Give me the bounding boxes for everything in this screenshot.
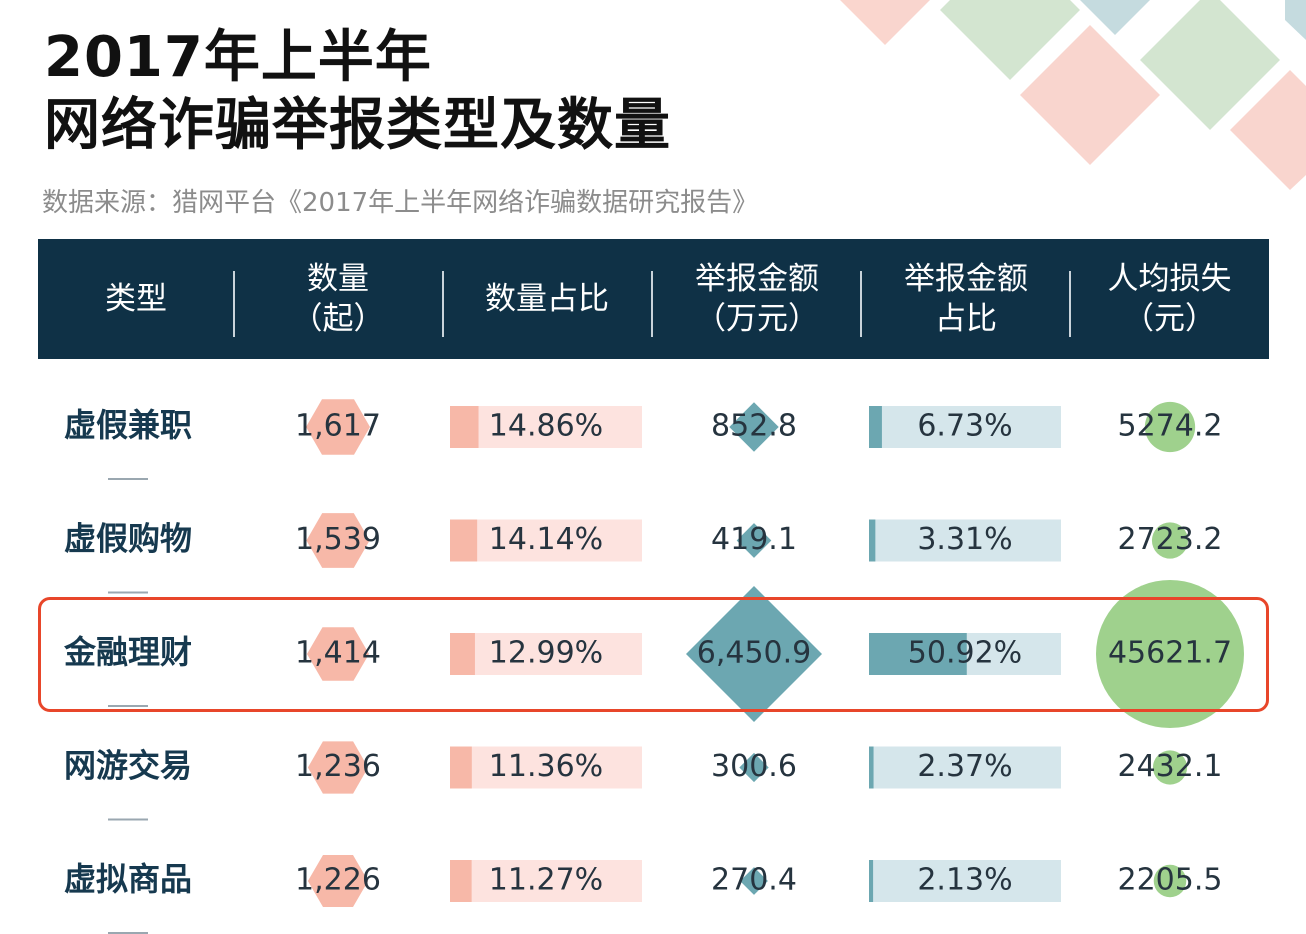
- amount-value-label: 270.4: [711, 863, 797, 898]
- count-pct-bar-fill: [450, 860, 472, 902]
- header-divider: [651, 271, 653, 337]
- count-value-label: 1,226: [295, 863, 381, 898]
- amount-pct-bar-track: [869, 860, 1061, 902]
- amount-pct-label: 3.31%: [917, 522, 1012, 557]
- count-pct-bar-track: [450, 406, 642, 448]
- amount-diamond-mark: [740, 867, 768, 895]
- count-hexagon-mark: [306, 399, 370, 455]
- count-pct-bar-track: [450, 633, 642, 675]
- count-pct-bar-track: [450, 746, 642, 789]
- header-count-unit: （起）: [291, 301, 385, 337]
- loss-circle-mark: [1096, 580, 1244, 728]
- header-divider: [442, 271, 444, 337]
- header-type-label: 类型: [105, 281, 167, 317]
- chart-title-line-1: 2017年上半年: [44, 25, 432, 90]
- header-count-label: 数量: [307, 261, 369, 297]
- count-pct-label: 11.36%: [489, 749, 603, 784]
- header-amount-pct-label: 举报金额: [904, 261, 1028, 297]
- header-amount-pct: 举报金额 占比: [862, 239, 1070, 359]
- amount-diamond-mark: [739, 752, 769, 783]
- amount-pct-bar-fill: [869, 519, 876, 562]
- loss-value-label: 45621.7: [1108, 636, 1232, 671]
- amount-pct-label: 50.92%: [908, 636, 1022, 671]
- loss-value-label: 2205.5: [1118, 863, 1223, 898]
- count-value-label: 1,414: [295, 636, 381, 671]
- amount-value-label: 6,450.9: [697, 636, 812, 671]
- amount-pct-bar-track: [869, 519, 1061, 562]
- row-type-label: 虚拟商品: [64, 860, 192, 898]
- header-loss-label: 人均损失: [1107, 261, 1232, 297]
- loss-circle-mark: [1153, 864, 1187, 898]
- amount-value-label: 300.6: [711, 749, 797, 784]
- header-count: 数量 （起）: [234, 239, 442, 359]
- amount-pct-label: 2.13%: [917, 863, 1012, 898]
- header-amount-label: 举报金额: [695, 261, 819, 297]
- header-divider: [860, 271, 862, 337]
- amount-pct-bar-fill: [869, 746, 874, 789]
- data-source-note: 数据来源：猎网平台《2017年上半年网络诈骗数据研究报告》: [42, 188, 759, 218]
- count-pct-bar-fill: [450, 633, 475, 675]
- header-type: 类型: [38, 239, 234, 359]
- count-hexagon-mark: [306, 513, 370, 568]
- count-value-label: 1,617: [295, 409, 381, 444]
- amount-pct-label: 6.73%: [917, 409, 1012, 444]
- header-count-pct-label: 数量占比: [485, 281, 609, 317]
- header-divider: [233, 271, 235, 337]
- chart-title-line-2: 网络诈骗举报类型及数量: [44, 93, 671, 158]
- loss-circle-mark: [1152, 750, 1188, 785]
- header-loss-unit: （元）: [1123, 301, 1216, 337]
- amount-pct-bar-track: [869, 406, 1061, 448]
- loss-circle-mark: [1151, 522, 1189, 559]
- count-pct-bar-track: [450, 519, 642, 562]
- row-type-label: 虚假购物: [64, 520, 192, 558]
- loss-value-label: 5274.2: [1118, 409, 1223, 444]
- amount-diamond-mark: [729, 402, 779, 452]
- count-pct-label: 14.14%: [489, 522, 603, 557]
- amount-diamond-mark: [736, 523, 772, 558]
- count-pct-label: 14.86%: [489, 409, 603, 444]
- header-amount: 举报金额 （万元）: [652, 239, 862, 359]
- count-pct-bar-fill: [450, 406, 479, 448]
- amount-pct-bar-fill: [869, 406, 882, 448]
- row-type-label: 网游交易: [64, 747, 192, 785]
- count-pct-bar-track: [450, 860, 642, 902]
- amount-pct-label: 2.37%: [917, 749, 1012, 784]
- count-hexagon-mark: [307, 855, 369, 907]
- loss-value-label: 2432.1: [1118, 749, 1223, 784]
- highlight-row-frame: [38, 597, 1269, 712]
- amount-pct-bar-fill: [869, 860, 874, 902]
- header-amount-unit: （万元）: [695, 301, 819, 337]
- count-value-label: 1,539: [295, 522, 381, 557]
- loss-circle-mark: [1144, 401, 1196, 453]
- count-hexagon-mark: [307, 741, 369, 794]
- count-hexagon-mark: [307, 627, 369, 681]
- count-pct-label: 12.99%: [489, 636, 603, 671]
- loss-value-label: 2723.2: [1118, 522, 1223, 557]
- header-loss: 人均损失 （元）: [1070, 239, 1269, 359]
- amount-diamond-mark: [686, 586, 822, 722]
- amount-pct-bar-track: [869, 746, 1061, 789]
- count-pct-bar-fill: [450, 746, 472, 789]
- count-pct-label: 11.27%: [489, 863, 603, 898]
- header-count-pct: 数量占比: [442, 239, 652, 359]
- amount-value-label: 419.1: [711, 522, 797, 557]
- amount-value-label: 852.8: [711, 409, 797, 444]
- count-pct-bar-fill: [450, 519, 478, 562]
- row-type-label: 金融理财: [63, 633, 192, 671]
- header-divider: [1069, 271, 1071, 337]
- header-amount-pct-label-2: 占比: [935, 301, 997, 337]
- table-header: 类型 数量 （起） 数量占比 举报金额 （万元） 举报金额 占比 人均损失 （元…: [38, 239, 1269, 359]
- count-value-label: 1,236: [295, 749, 381, 784]
- row-type-label: 虚假兼职: [64, 406, 192, 444]
- amount-pct-bar-fill: [869, 633, 967, 675]
